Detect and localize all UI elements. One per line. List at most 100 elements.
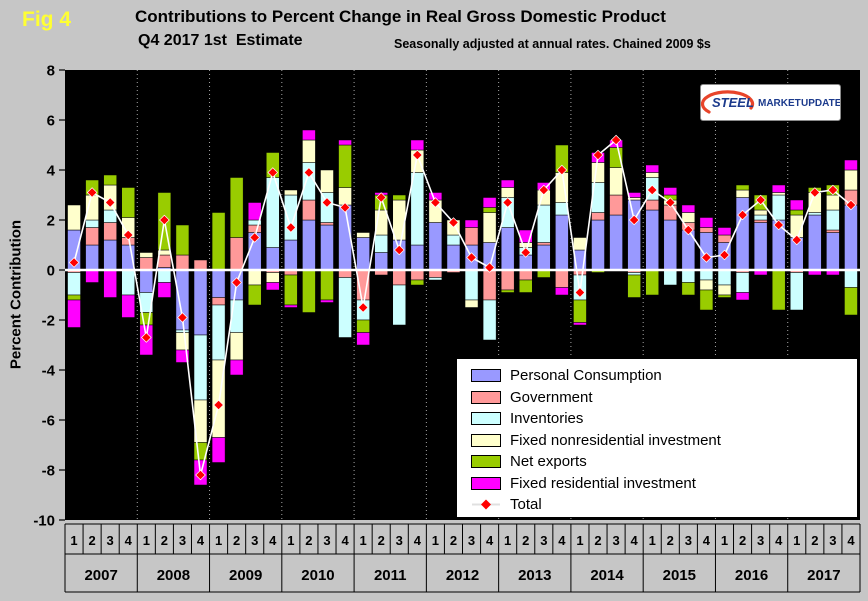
total-marker [177,312,188,323]
bar-segment [844,269,858,288]
bar-segment [85,219,99,228]
bar-segment [356,232,370,238]
bar-segment [266,247,280,271]
bar-segment [85,244,99,271]
legend-swatch [471,369,501,383]
year-label: 2014 [590,567,624,584]
quarter-label: 4 [125,533,133,548]
bar-segment [175,349,190,363]
quarter-label: 1 [215,533,222,548]
bar-segment [735,292,750,301]
bar-segment [753,214,768,221]
quarter-label: 1 [504,533,511,548]
legend-swatch [471,433,501,447]
bar-segment [320,269,334,301]
bar-segment [85,269,99,283]
legend-swatch [471,390,501,404]
bar-segment [356,319,370,333]
bar-segment [771,194,786,221]
bar-segment [826,232,840,271]
bar-segment [482,299,497,341]
chart-legend: Personal Consumption Government Inventorie… [456,358,858,518]
total-marker [646,184,658,196]
bar-segment [193,269,208,336]
bar-segment [735,189,750,198]
bar-segment [211,297,226,306]
total-marker [213,399,224,411]
bar-segment [681,212,696,223]
steel-market-update-logo: STEEL MARKET UPDATE [700,84,842,121]
bar-segment [717,284,732,296]
total-diamond-icon [471,498,501,511]
bar-segment [808,212,822,216]
total-marker [755,194,766,206]
bar-segment [645,209,659,271]
bar-segment [663,187,678,196]
quarter-label: 3 [685,533,692,548]
bar-segment [573,322,587,326]
bar-segment [410,139,425,151]
bar-segment [157,269,172,283]
year-label: 2011 [374,567,407,584]
year-label: 2007 [84,567,117,584]
bar-segment [229,359,244,376]
total-marker [375,192,387,203]
bar-segment [320,222,334,226]
quarter-label: 3 [540,533,547,548]
quarter-label: 2 [378,533,385,548]
total-marker [701,252,712,263]
bar-segment [645,164,659,173]
total-marker [719,249,730,261]
bar-segment [284,274,298,306]
y-tick-label: -6 [42,413,55,430]
bar-segment [374,252,388,271]
bar-segment [103,239,117,271]
bar-segment [735,197,750,271]
bar-segment [627,192,641,198]
bar-segment [211,437,226,463]
bar-segment [211,269,226,298]
total-marker [285,222,297,233]
bar-segment [699,279,714,291]
bar-segment [555,214,569,271]
bar-segment [663,269,678,286]
chart-title: Contributions to Percent Change in Real … [135,7,666,26]
quarter-label: 1 [360,533,367,548]
bar-segment [103,269,117,298]
total-marker [592,149,604,161]
bar-segment [663,219,678,271]
y-tick-label: 6 [47,113,55,130]
total-marker [68,257,80,268]
quarter-label: 4 [631,533,639,548]
bar-segment [518,269,533,281]
bar-segment [464,227,479,246]
logo-word-update: UPDATE [801,98,840,109]
bar-segment [320,299,334,303]
bar-segment [175,329,190,333]
bar-segment [67,204,81,231]
bar-segment [681,204,696,213]
quarter-label: 1 [143,533,150,548]
y-tick-label: 8 [47,63,55,80]
quarter-label: 2 [811,533,818,548]
year-label: 2016 [735,567,768,584]
bar-segment [247,224,262,233]
bar-segment [844,169,858,191]
total-marker [267,167,279,178]
year-label: 2015 [663,567,696,584]
bar-segment [627,272,641,276]
y-tick-label: -2 [42,313,55,330]
bar-segment [392,194,407,201]
bar-segment [302,139,316,163]
bar-segment [500,269,515,291]
logo-swoosh-icon: STEEL MARKET UPDATE [700,90,842,114]
bar-segment [537,244,551,271]
bar-segment [157,254,172,268]
quarter-label: 1 [721,533,728,548]
quarter-label: 2 [667,533,674,548]
bar-segment [482,197,497,208]
bar-segment [392,269,407,286]
total-marker [520,247,532,258]
total-marker [321,197,333,208]
